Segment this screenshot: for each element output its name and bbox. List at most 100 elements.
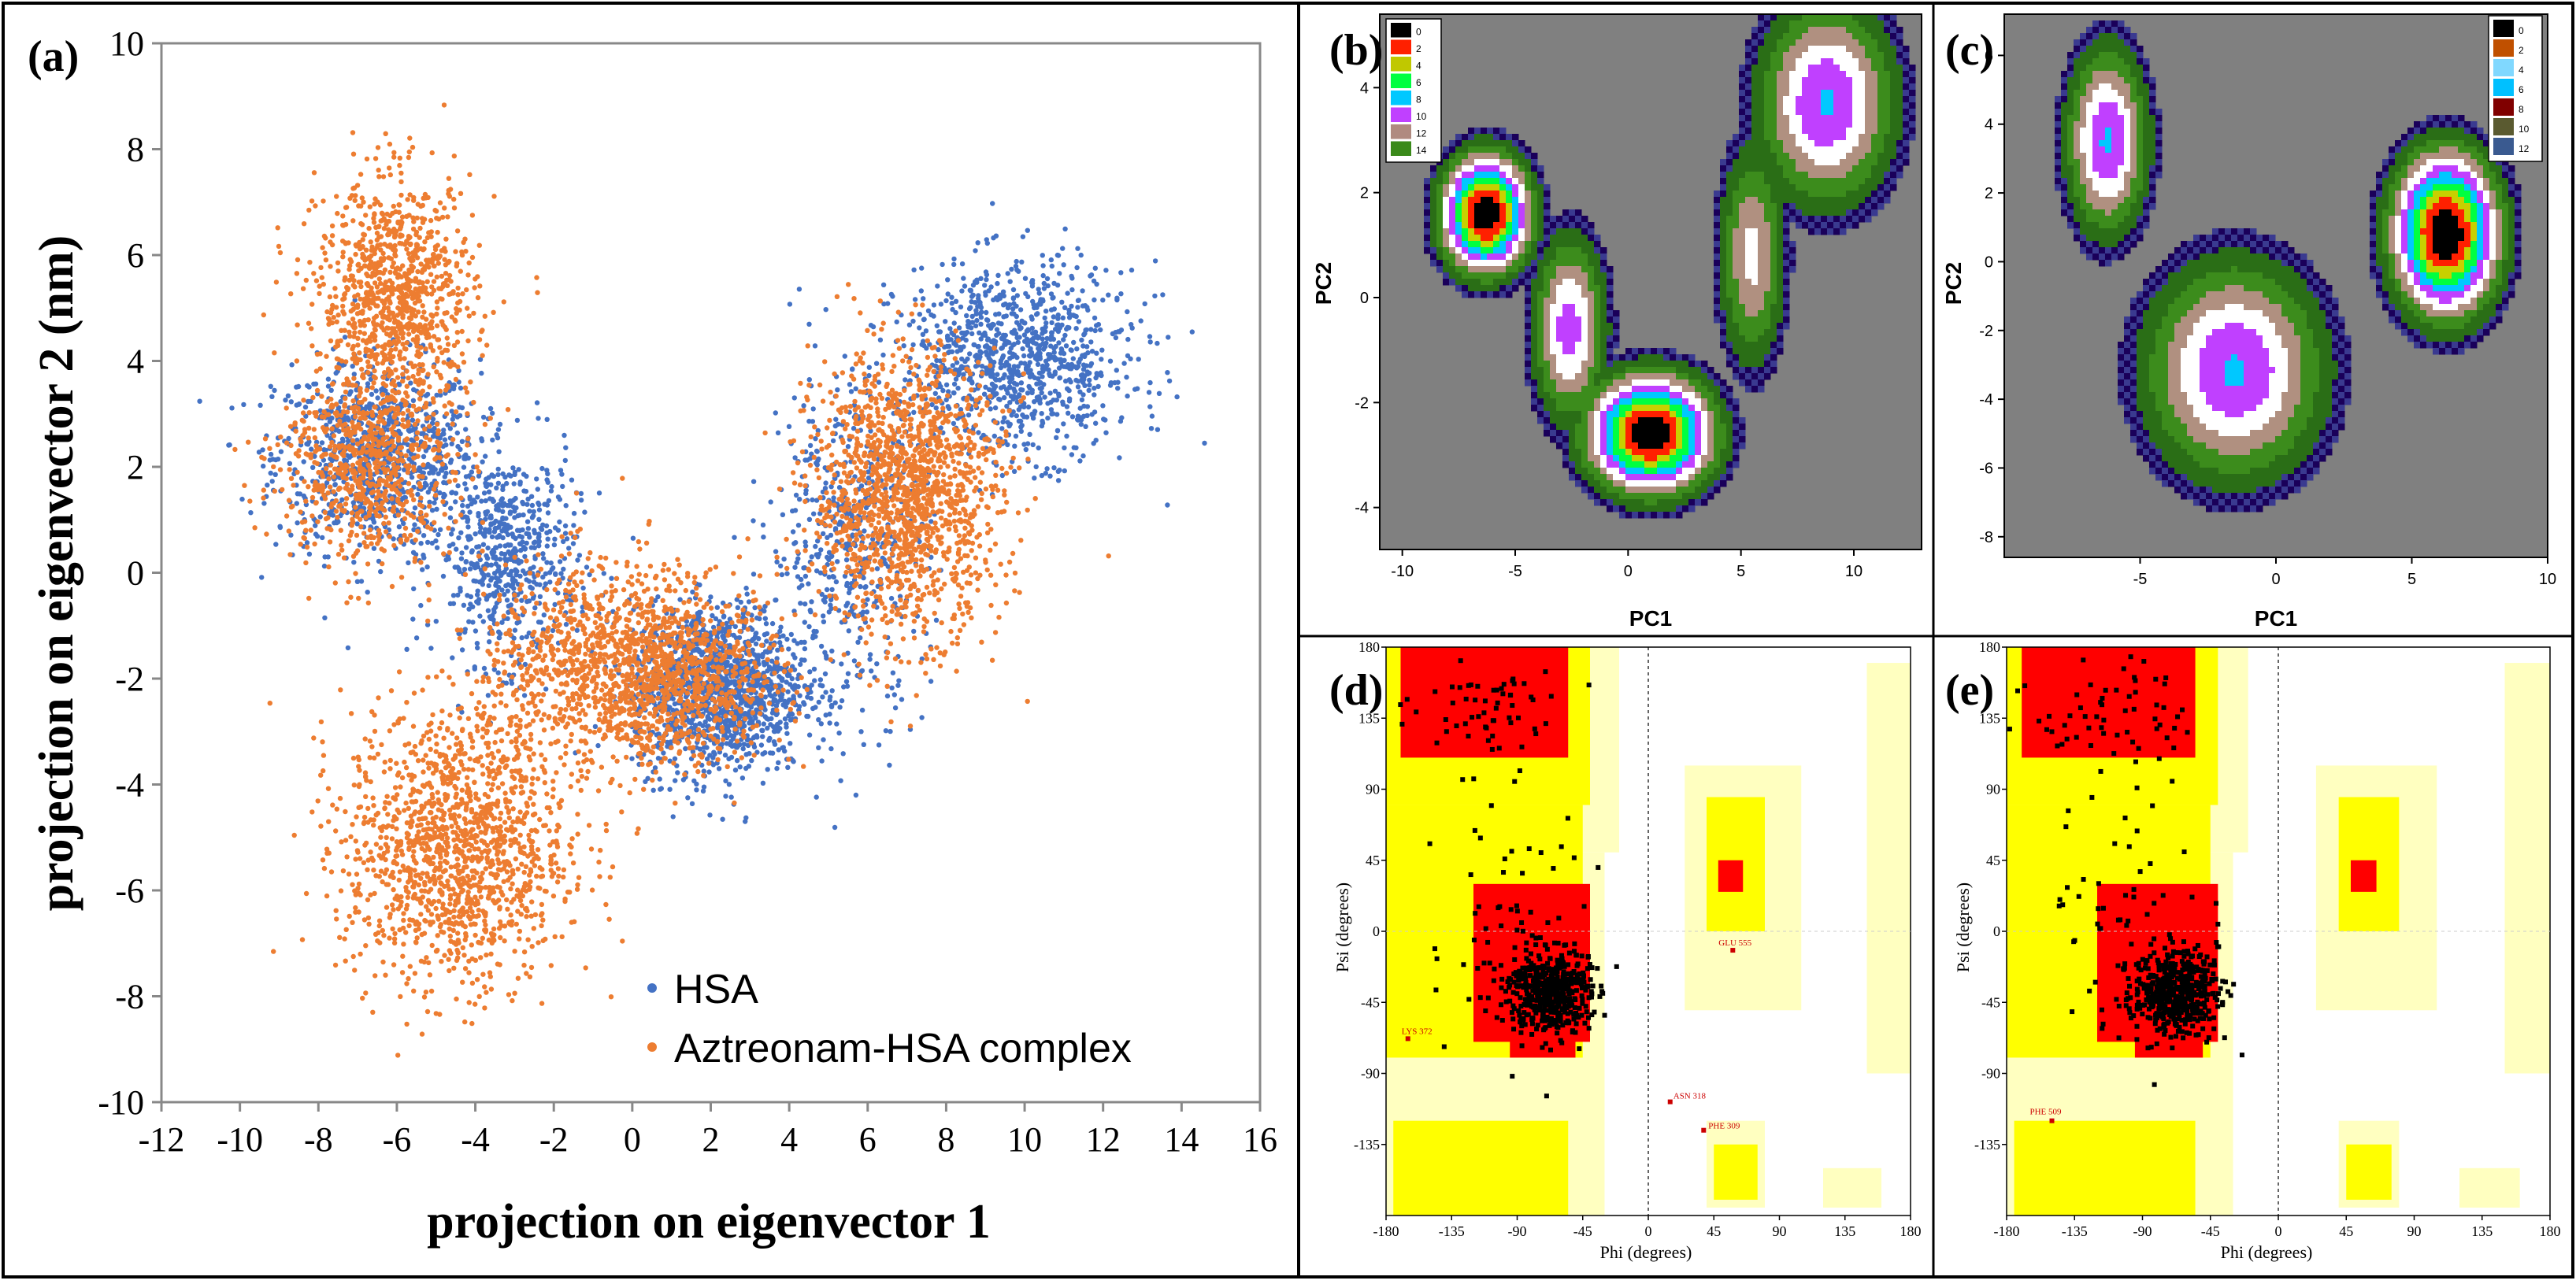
data-point — [940, 388, 945, 393]
data-point — [301, 398, 306, 402]
data-point — [943, 298, 948, 303]
data-point — [373, 327, 377, 331]
data-point — [547, 579, 552, 584]
data-point — [383, 268, 387, 272]
data-point — [1020, 346, 1025, 351]
data-point — [743, 586, 748, 590]
data-point — [512, 481, 517, 486]
data-point — [355, 311, 360, 316]
data-point — [780, 678, 784, 683]
data-point — [448, 506, 453, 511]
data-point — [265, 483, 269, 487]
data-point — [1044, 362, 1049, 367]
data-point — [1098, 327, 1103, 332]
data-point — [365, 281, 369, 286]
data-point — [745, 591, 750, 596]
data-point — [322, 616, 327, 620]
data-point — [924, 346, 928, 350]
data-point — [913, 297, 917, 302]
data-point — [475, 592, 480, 597]
data-point — [787, 424, 791, 429]
data-point — [1062, 358, 1066, 363]
data-point — [797, 497, 802, 501]
data-point — [545, 417, 550, 422]
data-point — [825, 587, 829, 592]
data-point — [269, 394, 274, 399]
data-point — [1014, 264, 1018, 268]
data-point — [338, 399, 343, 404]
data-point — [511, 498, 516, 502]
data-point — [1042, 394, 1047, 399]
data-point — [1149, 426, 1154, 431]
data-point — [1014, 259, 1019, 264]
data-point — [469, 561, 473, 565]
data-point — [960, 261, 965, 266]
data-point — [454, 546, 458, 551]
data-point — [738, 714, 743, 719]
data-point — [381, 174, 386, 179]
data-point — [667, 787, 672, 792]
data-point — [434, 619, 439, 623]
data-point — [441, 574, 446, 579]
data-point — [436, 261, 441, 265]
data-point — [1083, 327, 1088, 332]
data-point — [406, 251, 411, 256]
data-point — [683, 746, 688, 751]
data-point — [439, 350, 444, 355]
data-point — [328, 294, 332, 299]
data-point — [332, 286, 337, 290]
data-point — [481, 619, 486, 623]
data-point — [322, 250, 327, 255]
data-point — [375, 303, 380, 308]
data-point — [1022, 332, 1027, 337]
data-point — [1072, 445, 1077, 450]
data-point — [974, 318, 979, 323]
data-point — [572, 511, 576, 516]
data-point — [303, 405, 308, 409]
data-point — [1005, 420, 1010, 424]
data-point — [1031, 442, 1036, 447]
data-point — [421, 555, 426, 560]
data-point — [335, 320, 339, 324]
data-point — [992, 393, 997, 398]
data-point — [543, 581, 548, 586]
data-point — [808, 443, 813, 448]
data-point — [1031, 340, 1036, 345]
data-point — [702, 768, 706, 773]
data-point — [295, 257, 300, 262]
data-point — [1026, 327, 1031, 332]
data-point — [1052, 306, 1057, 311]
data-point — [1008, 279, 1013, 284]
data-point — [496, 467, 501, 472]
data-point — [969, 294, 974, 299]
data-point — [415, 269, 420, 274]
data-point — [455, 301, 460, 305]
data-point — [921, 332, 925, 337]
data-point — [976, 430, 980, 435]
data-point — [948, 337, 953, 342]
data-point — [366, 226, 371, 231]
data-point — [739, 600, 743, 605]
data-point — [998, 361, 1003, 365]
data-point — [805, 694, 810, 699]
data-point — [534, 275, 539, 279]
data-point — [510, 578, 515, 583]
data-point — [786, 646, 791, 651]
data-point — [729, 755, 734, 760]
data-point — [947, 326, 952, 331]
data-point — [762, 721, 766, 726]
data-point — [453, 249, 458, 253]
data-point — [1092, 441, 1096, 446]
data-point — [378, 569, 383, 574]
data-point — [1018, 325, 1023, 330]
data-point — [1069, 362, 1074, 367]
data-point — [1080, 288, 1084, 293]
data-point — [406, 155, 411, 160]
data-point — [484, 561, 489, 566]
data-point — [1043, 316, 1047, 320]
data-point — [421, 309, 426, 314]
data-point — [1129, 268, 1134, 272]
data-point — [454, 377, 458, 382]
data-point — [752, 605, 757, 610]
data-point — [577, 553, 582, 557]
